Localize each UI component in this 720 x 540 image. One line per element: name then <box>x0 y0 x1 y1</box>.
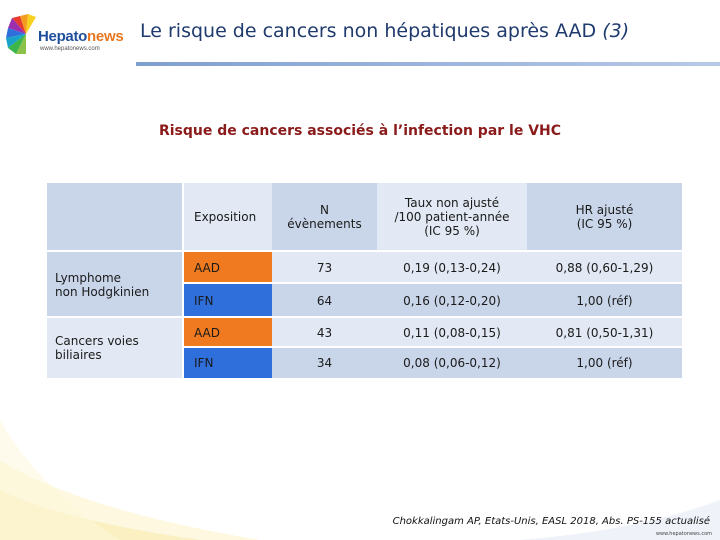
table-subtitle: Risque de cancers associés à l’infection… <box>158 123 562 139</box>
group-label-cell: Lymphome non Hodgkinien <box>47 252 182 318</box>
logo-url: www.hepatonews.com <box>40 46 100 52</box>
taux-cell: 0,08 (0,06-0,12) <box>377 348 527 378</box>
header-n: N évènements <box>272 183 377 250</box>
decorative-rays <box>0 420 260 540</box>
table-row: IFN 34 0,08 (0,06-0,12) 1,00 (réf) <box>182 346 682 378</box>
header-hr-line2: (IC 95 %) <box>576 216 633 231</box>
n-cell: 34 <box>272 348 377 378</box>
header-taux-line2: /100 patient-année <box>394 209 510 224</box>
header-taux-line1: Taux non ajusté <box>404 195 500 210</box>
group-label-biliaires: Cancers voies biliaires <box>47 316 182 378</box>
hr-cell: 1,00 (réf) <box>527 348 682 378</box>
hr-cell: 1,00 (réf) <box>527 284 682 318</box>
table-header-row: Exposition N évènements Taux non ajusté … <box>47 183 682 250</box>
table-row: AAD 43 0,11 (0,08-0,15) 0,81 (0,50-1,31) <box>182 316 682 348</box>
n-cell: 73 <box>272 252 377 284</box>
header-taux: Taux non ajusté /100 patient-année (IC 9… <box>377 183 527 250</box>
n-cell: 43 <box>272 318 377 348</box>
table-row: AAD 73 0,19 (0,13-0,24) 0,88 (0,60-1,29) <box>182 250 682 284</box>
title-rule <box>136 62 720 66</box>
logo-main: Hepato <box>38 28 88 45</box>
header-n-line1: N <box>320 202 329 217</box>
taux-cell: 0,11 (0,08-0,15) <box>377 318 527 348</box>
table-row: IFN 64 0,16 (0,12-0,20) 1,00 (réf) <box>182 282 682 318</box>
title-suffix: (3) <box>602 20 630 42</box>
exposition-ifn-cell: IFN <box>182 348 272 378</box>
exposition-aad-cell: AAD <box>182 318 272 348</box>
footer-url: www.hepatonews.com <box>655 531 712 537</box>
taux-cell: 0,16 (0,12-0,20) <box>377 284 527 318</box>
citation: Chokkalingam AP, Etats-Unis, EASL 2018, … <box>392 516 710 527</box>
page-title: Le risque de cancers non hépatiques aprè… <box>140 20 629 42</box>
header-empty-cell <box>47 183 182 250</box>
exposition-ifn-cell: IFN <box>182 284 272 318</box>
taux-cell: 0,19 (0,13-0,24) <box>377 252 527 284</box>
group-label-cell: Cancers voies biliaires <box>47 318 182 378</box>
logo-burst-icon <box>6 14 36 54</box>
group-label-lymphome: Lymphome non Hodgkinien <box>47 250 182 318</box>
group-label-line1: Lymphome <box>55 271 122 285</box>
group-label-line2: biliaires <box>55 348 102 362</box>
n-cell: 64 <box>272 284 377 318</box>
header-hr: HR ajusté (IC 95 %) <box>527 183 682 250</box>
header-n-line2: évènements <box>287 216 362 231</box>
hepatonews-logo[interactable]: Hepatonews www.hepatonews.com <box>4 8 132 58</box>
logo-accent: news <box>87 28 124 45</box>
group-label-line1: Cancers voies <box>55 334 139 348</box>
header-exposition: Exposition <box>182 183 272 250</box>
decorative-fan <box>520 500 720 540</box>
hr-cell: 0,81 (0,50-1,31) <box>527 318 682 348</box>
header-hr-line1: HR ajusté <box>575 202 634 217</box>
title-text: Le risque de cancers non hépatiques aprè… <box>140 20 597 42</box>
logo-wordmark: Hepatonews <box>38 28 124 45</box>
exposition-aad-cell: AAD <box>182 252 272 284</box>
header-taux-line3: (IC 95 %) <box>424 223 480 238</box>
group-label-line2: non Hodgkinien <box>55 285 150 299</box>
hr-cell: 0,88 (0,60-1,29) <box>527 252 682 284</box>
